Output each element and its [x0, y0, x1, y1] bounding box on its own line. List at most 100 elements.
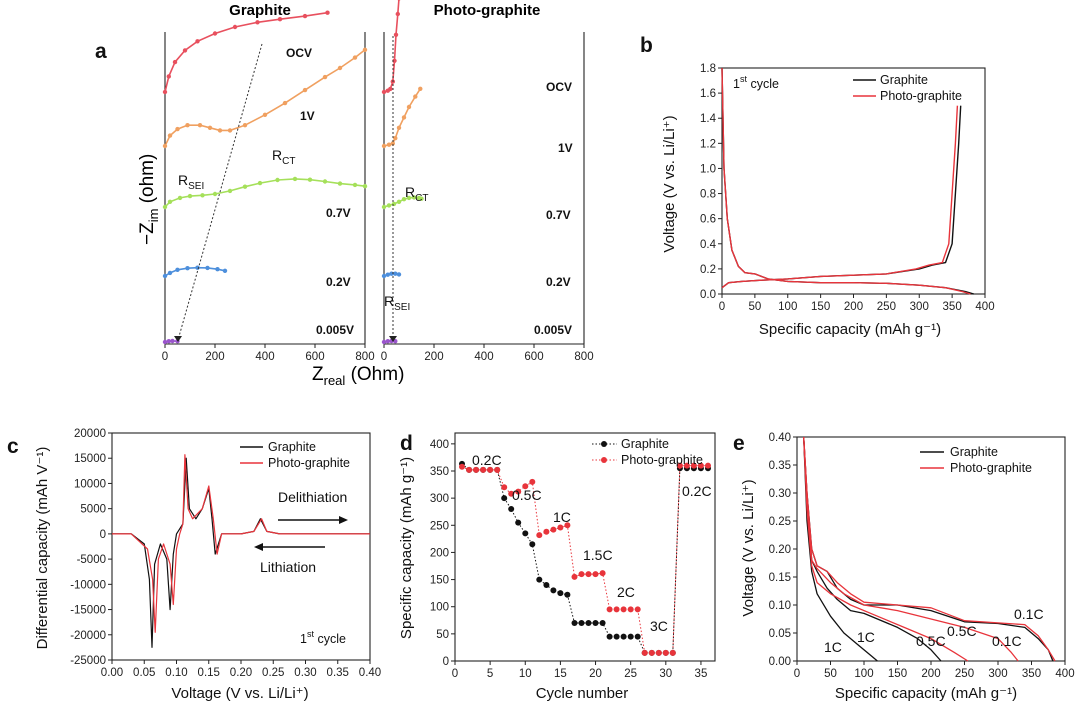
- y-tick-label: 20000: [74, 428, 106, 440]
- panel-c-data: [112, 454, 370, 649]
- y-tick-label: 0.6: [700, 214, 716, 226]
- rate-point-Graphite: [529, 541, 536, 548]
- photo-state-label-0.7v: 0.7V: [546, 208, 571, 222]
- rate-curve-Graphite 0.5C: [803, 436, 942, 662]
- y-tick-label: 15000: [74, 453, 106, 465]
- panel-c-axes: 0.00 0.05 0.10 0.15 0.20 0.25 0.30 0.35 0.40 -250…: [70, 428, 381, 679]
- y-tick-label: 1.0: [700, 163, 716, 175]
- nyquist-point: [418, 86, 423, 92]
- legend-graphite: Graphite: [880, 73, 928, 87]
- nyquist-point: [352, 55, 358, 60]
- rate-point-Graphite: [585, 620, 592, 626]
- graphite-state-label-1v: 1V: [300, 109, 315, 123]
- nyquist-point: [322, 179, 328, 184]
- nyquist-point: [167, 270, 173, 276]
- nyquist-point: [390, 141, 395, 146]
- rate-point-Photo-graphite: [550, 526, 557, 533]
- rate-curve-Photo-graphite 0.1C: [803, 436, 1056, 662]
- panel-a-data: [162, 0, 424, 345]
- nyquist-point: [170, 338, 175, 344]
- x-tick-label: 0: [162, 351, 168, 363]
- nyquist-point: [172, 59, 178, 65]
- rate-label-0.2c-start: 0.2C: [472, 452, 502, 468]
- y-tick-label: 0: [100, 529, 106, 541]
- nyquist-point: [227, 188, 233, 194]
- nyquist-point: [200, 193, 205, 198]
- nyquist-point: [282, 100, 288, 106]
- nyquist-point: [162, 89, 168, 95]
- graphite-rate-label-0.5c: 0.5C: [916, 633, 946, 649]
- plot-frame: [454, 432, 716, 662]
- rate-point-Photo-graphite: [676, 462, 683, 469]
- x-tick-label: 0.10: [165, 667, 187, 679]
- y-tick-label: 0.4: [700, 239, 717, 251]
- nyquist-point: [292, 176, 298, 182]
- nyquist-point: [395, 11, 400, 17]
- y-tick-label: 10000: [74, 478, 106, 490]
- photo-rsei-label: RSEI: [384, 293, 410, 313]
- y-tick-label: 0.20: [769, 544, 791, 556]
- rate-point-Graphite: [543, 582, 550, 588]
- nyquist-point: [162, 339, 168, 345]
- panel-e-xlabel: Specific capacity (mAh g⁻¹): [835, 685, 1017, 702]
- nyquist-point: [401, 197, 407, 202]
- rate-point-Photo-graphite: [648, 649, 655, 656]
- rate-point-Photo-graphite: [690, 462, 697, 469]
- graphite-state-label-0.7v: 0.7V: [326, 206, 351, 220]
- x-tick-label: 150: [811, 301, 830, 313]
- y-tick-label: 0.15: [769, 572, 791, 584]
- photo-delithiation-curve: [721, 105, 959, 289]
- nyquist-point: [212, 31, 218, 36]
- rate-point-Photo-graphite: [592, 571, 599, 578]
- nyquist-point: [166, 339, 171, 344]
- rate-curve-Photo-graphite 1C: [803, 436, 969, 662]
- photo-state-label-0.005v: 0.005V: [534, 323, 572, 337]
- nyquist-point: [222, 268, 228, 273]
- panel-a-title-graphite: Graphite: [229, 2, 291, 19]
- nyquist-point: [388, 86, 393, 92]
- panel-a-title-photo: Photo-graphite: [434, 2, 541, 19]
- nyquist-point: [167, 133, 173, 138]
- rate-label-3c: 3C: [650, 618, 668, 634]
- rate-point-Graphite: [606, 633, 613, 640]
- photo-rate-label-1c: 1C: [857, 629, 875, 645]
- panel-e-ylabel: Voltage (V vs. Li/Li⁺): [740, 479, 757, 616]
- panel-b: b 0 50 100 150 200 250 300 350 400 0.0 0.2 0.4 0.6 0.…: [640, 34, 995, 338]
- nyquist-point: [352, 182, 358, 188]
- x-tick-label: 20: [589, 668, 602, 680]
- delithiation-label: Delithiation: [278, 489, 347, 505]
- x-tick-label: 800: [355, 351, 374, 363]
- nyquist-point: [257, 180, 263, 186]
- nyquist-point: [242, 184, 248, 189]
- rate-point-Photo-graphite: [662, 649, 669, 656]
- x-tick-label: 200: [921, 668, 940, 680]
- nyquist-point: [302, 13, 308, 19]
- graphite-state-label-0.005v: 0.005V: [316, 323, 354, 337]
- y-tick-label: 0.8: [700, 189, 716, 201]
- x-tick-label: 0.20: [230, 667, 252, 679]
- panel-b-label: b: [640, 34, 653, 57]
- x-tick-label: 0.05: [133, 667, 155, 679]
- rate-point-Graphite: [557, 590, 564, 597]
- y-tick-label: 1.6: [700, 88, 716, 100]
- panel-d-label: d: [400, 432, 413, 455]
- y-tick-label: 150: [430, 575, 449, 587]
- x-tick-label: 300: [910, 301, 929, 313]
- y-tick-label: 50: [436, 629, 449, 641]
- nyquist-point: [396, 125, 402, 130]
- nyquist-point: [255, 20, 260, 25]
- nyquist-point: [325, 10, 330, 15]
- x-tick-label: 300: [988, 668, 1007, 680]
- nyquist-point: [401, 115, 407, 120]
- rate-point-Graphite: [620, 633, 627, 640]
- rate-label-1.5c: 1.5C: [583, 547, 613, 563]
- rate-point-Photo-graphite: [501, 484, 508, 491]
- rate-point-Graphite: [515, 519, 522, 526]
- lithiation-arrowhead: [254, 543, 263, 551]
- nyquist-point: [162, 273, 168, 279]
- nyquist-point: [207, 125, 213, 130]
- nyquist-point: [275, 177, 280, 183]
- x-tick-label: 10: [519, 668, 532, 680]
- nyquist-point: [166, 74, 171, 79]
- y-tick-label: 300: [430, 493, 449, 505]
